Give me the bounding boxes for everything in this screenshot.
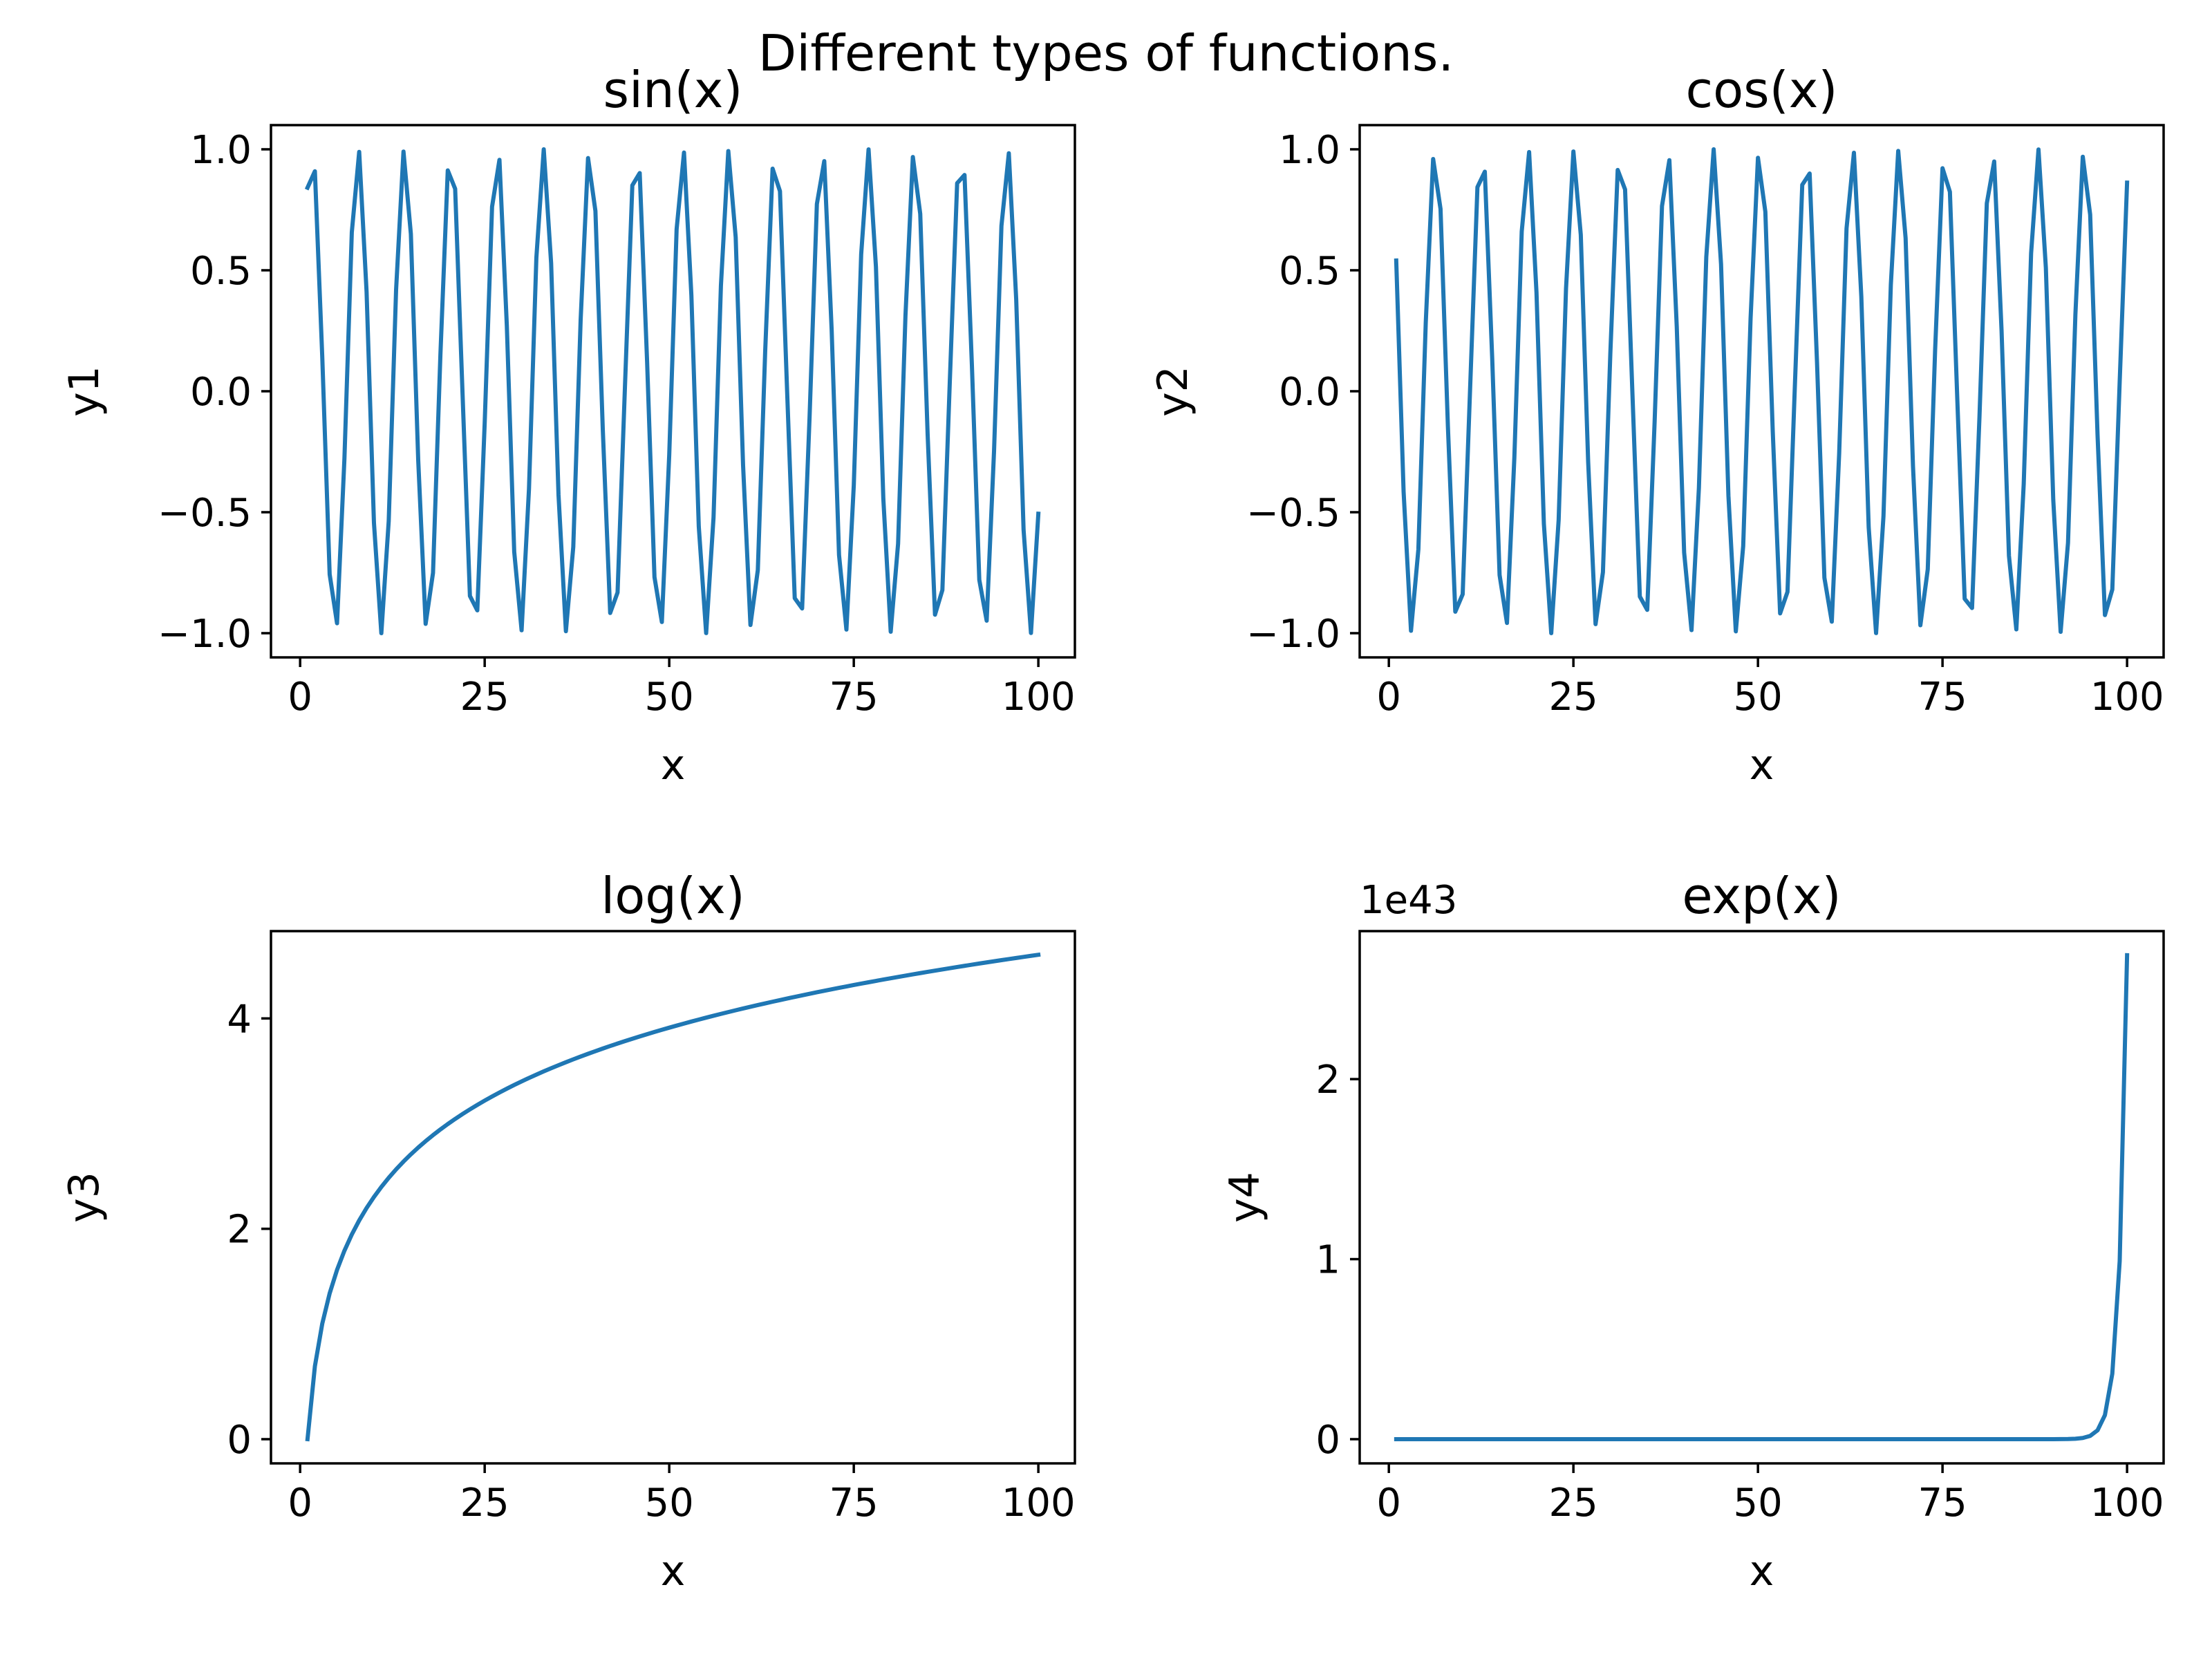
sin-x-axis-label: x [661, 741, 686, 789]
exp-y-offset-label: 1e43 [1360, 878, 1457, 923]
exp-y-tick-label: 0 [1315, 1418, 1340, 1463]
subplot-exp: 0 25 50 75 100 0 1 2 exp(x) x y4 1e43 [1221, 867, 2165, 1595]
sin-y-tick-label: −1.0 [158, 612, 252, 657]
cos-x-tick-label: 75 [1918, 675, 1967, 720]
exp-axes-frame [1358, 930, 2165, 1465]
cos-y-tick-label: 1.0 [1279, 128, 1340, 173]
sin-x-tick-label: 75 [830, 675, 879, 720]
log-x-tick-label: 75 [830, 1481, 879, 1526]
cos-x-tick-label: 25 [1549, 675, 1598, 720]
cos-y-tick-label: −0.5 [1246, 491, 1340, 536]
log-y-tick-label: 2 [227, 1208, 252, 1253]
log-title: log(x) [601, 867, 745, 925]
figure-suptitle: Different types of functions. [758, 24, 1454, 82]
sin-y-tick-label: 1.0 [190, 128, 252, 173]
cos-y-tick-label: 0.0 [1279, 370, 1340, 415]
log-series-line [305, 952, 1041, 1442]
subplot-sin: 0 25 50 75 100 −1.0 −0.5 0.0 0.5 1.0 sin(x) x y1 [60, 61, 1076, 789]
log-x-tick-label: 25 [460, 1481, 509, 1526]
cos-x-tick-label: 100 [2090, 675, 2164, 720]
exp-x-tick-label: 0 [1376, 1481, 1401, 1526]
exp-y-axis-label: y4 [1221, 1172, 1269, 1223]
sin-series-line [304, 147, 1041, 635]
log-y-axis-label: y3 [60, 1172, 109, 1223]
log-x-tick-label: 0 [288, 1481, 312, 1526]
sin-x-tick-label: 0 [288, 675, 312, 720]
subplot-log: 0 25 50 75 100 0 2 4 log(x) x y3 [60, 867, 1076, 1595]
sin-y-tick-label: −0.5 [158, 491, 252, 536]
sin-x-tick-label: 50 [645, 675, 694, 720]
cos-x-tick-label: 0 [1376, 675, 1401, 720]
sin-y-tick-label: 0.0 [190, 370, 252, 415]
exp-y-tick-label: 2 [1315, 1058, 1340, 1103]
log-x-tick-label: 100 [1002, 1481, 1076, 1526]
exp-y-tick-label: 1 [1315, 1238, 1340, 1283]
sin-x-tick-label: 100 [1002, 675, 1076, 720]
sin-x-tick-label: 25 [460, 675, 509, 720]
cos-y-axis-label: y2 [1149, 366, 1197, 417]
log-axes-frame [270, 930, 1076, 1465]
exp-title: exp(x) [1682, 867, 1841, 925]
subplot-cos: 0 25 50 75 100 −1.0 −0.5 0.0 0.5 1.0 cos(x) x y2 [1149, 61, 2165, 789]
log-y-tick-label: 0 [227, 1418, 252, 1463]
exp-x-tick-label: 100 [2090, 1481, 2164, 1526]
exp-x-axis-label: x [1750, 1547, 1774, 1595]
log-y-tick-label: 4 [227, 997, 252, 1042]
cos-series-line [1394, 147, 2130, 635]
cos-x-tick-label: 50 [1734, 675, 1783, 720]
exp-x-tick-label: 25 [1549, 1481, 1598, 1526]
log-x-axis-label: x [661, 1547, 686, 1595]
cos-x-axis-label: x [1750, 741, 1774, 789]
exp-x-tick-label: 75 [1918, 1481, 1967, 1526]
cos-title: cos(x) [1686, 61, 1838, 119]
sin-y-tick-label: 0.5 [190, 249, 252, 294]
exp-series-line [1394, 953, 2130, 1441]
sin-title: sin(x) [603, 61, 743, 119]
log-x-tick-label: 50 [645, 1481, 694, 1526]
exp-x-tick-label: 50 [1734, 1481, 1783, 1526]
sin-y-axis-label: y1 [60, 366, 109, 417]
cos-y-tick-label: 0.5 [1279, 249, 1340, 294]
cos-y-tick-label: −1.0 [1246, 612, 1340, 657]
